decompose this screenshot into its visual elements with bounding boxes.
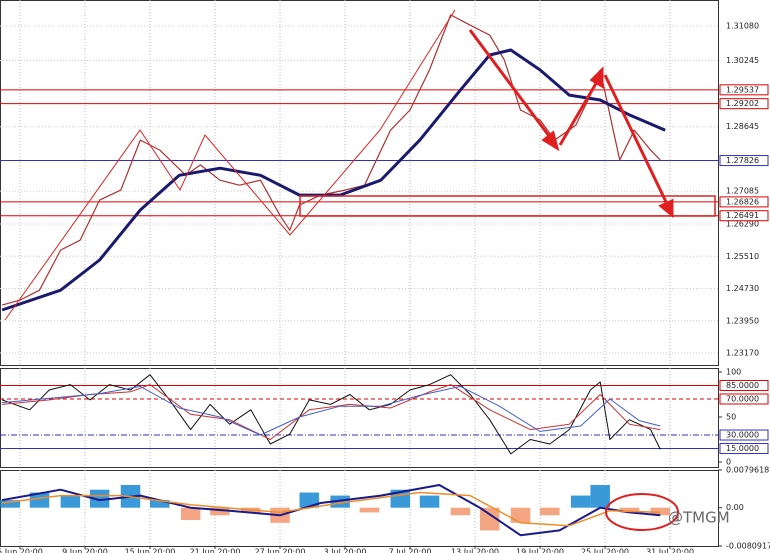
y-tick-label: 0.0079618	[726, 466, 769, 475]
bar	[570, 495, 591, 508]
bar	[60, 495, 81, 508]
x-tick-label: 31 Jul 20:00	[646, 548, 694, 553]
arrow	[558, 79, 600, 146]
x-tick-label: 25 Jul 20:00	[581, 548, 629, 553]
level-label: 1.27826	[726, 156, 759, 165]
y-tick-label: 1.23170	[726, 349, 759, 358]
bar	[450, 507, 471, 516]
y-tick-label: 1.25510	[726, 252, 759, 261]
x-tick-label: 5 Jun 20:00	[0, 548, 43, 553]
y-tick-label: 1.28645	[726, 122, 759, 131]
level-label: 1.29202	[726, 99, 759, 108]
arrow-head	[589, 66, 604, 89]
bar	[510, 507, 531, 523]
bar	[619, 507, 640, 513]
y-tick-label: 0.00	[726, 503, 744, 512]
y-tick-label: 100	[726, 367, 741, 376]
y-tick-label: 1.31080	[726, 22, 759, 31]
bar	[150, 500, 170, 508]
y-tick-label: 1.27085	[726, 187, 759, 196]
y-tick-label: 50	[726, 413, 736, 422]
bar	[89, 489, 110, 508]
bar	[29, 492, 50, 508]
bar	[180, 507, 201, 521]
y-tick-label: -0.0080917	[726, 542, 770, 551]
zigzag	[4, 9, 456, 321]
x-tick-label: 21 Jun 20:00	[190, 548, 241, 553]
level-label-box	[719, 98, 769, 110]
x-tick-label: 9 Jun 20:00	[62, 548, 108, 553]
series-line	[2, 491, 661, 527]
level-label-box	[719, 429, 769, 441]
y-tick-label: 1.30245	[726, 56, 759, 65]
x-tick-label: 3 Jul 20:00	[324, 548, 367, 553]
x-tick-label: 15 Jun 20:00	[125, 548, 176, 553]
bar	[650, 507, 671, 516]
bar	[540, 507, 560, 516]
series-line	[1, 484, 661, 537]
level-label-box	[719, 155, 769, 167]
bar	[479, 507, 500, 531]
bar	[359, 507, 380, 513]
watermark: @TMGM	[668, 509, 730, 527]
level-label: 1.26826	[726, 197, 759, 206]
bar	[299, 492, 320, 508]
series-line	[2, 384, 661, 440]
level-label: 15.0000	[726, 444, 759, 453]
level-label-box	[719, 84, 769, 96]
level-label: 85.0000	[726, 381, 759, 390]
bar	[0, 500, 20, 508]
highlight-ellipse	[605, 493, 679, 531]
level-label-box	[719, 210, 769, 222]
level-label: 30.0000	[726, 431, 759, 440]
arrow	[603, 74, 670, 207]
y-tick-label: 1.23950	[726, 316, 759, 325]
y-tick-label: 1.24730	[726, 284, 759, 293]
x-tick-label: 13 Jul 20:00	[451, 548, 499, 553]
arrow-head	[541, 130, 560, 152]
arrows	[468, 29, 674, 219]
bar	[330, 495, 350, 508]
y-tick-label: 1.26290	[726, 220, 759, 229]
level-label: 1.26491	[726, 211, 759, 220]
series-line	[1, 374, 661, 455]
y-tick-label: 0	[726, 458, 731, 467]
arrow	[468, 29, 554, 141]
bar	[419, 495, 440, 508]
bar	[210, 507, 230, 516]
support-box	[299, 195, 716, 217]
panel-frame	[0, 470, 719, 547]
x-tick-label: 7 Jul 20:00	[389, 548, 432, 553]
panel-frame	[0, 368, 719, 468]
bar	[590, 484, 610, 508]
x-tick-label: 27 Jun 20:00	[255, 548, 306, 553]
panel-frame	[0, 0, 719, 366]
series-line	[1, 48, 666, 312]
series-line	[2, 385, 661, 436]
x-tick-label: 19 Jul 20:00	[516, 548, 564, 553]
level-label-box	[719, 443, 769, 455]
level-label-box	[719, 393, 769, 405]
level-label: 1.29537	[726, 85, 759, 94]
level-label-box	[719, 379, 769, 391]
arrow-head	[658, 198, 674, 219]
level-label-box	[719, 196, 769, 208]
level-label: 70.0000	[726, 394, 759, 403]
